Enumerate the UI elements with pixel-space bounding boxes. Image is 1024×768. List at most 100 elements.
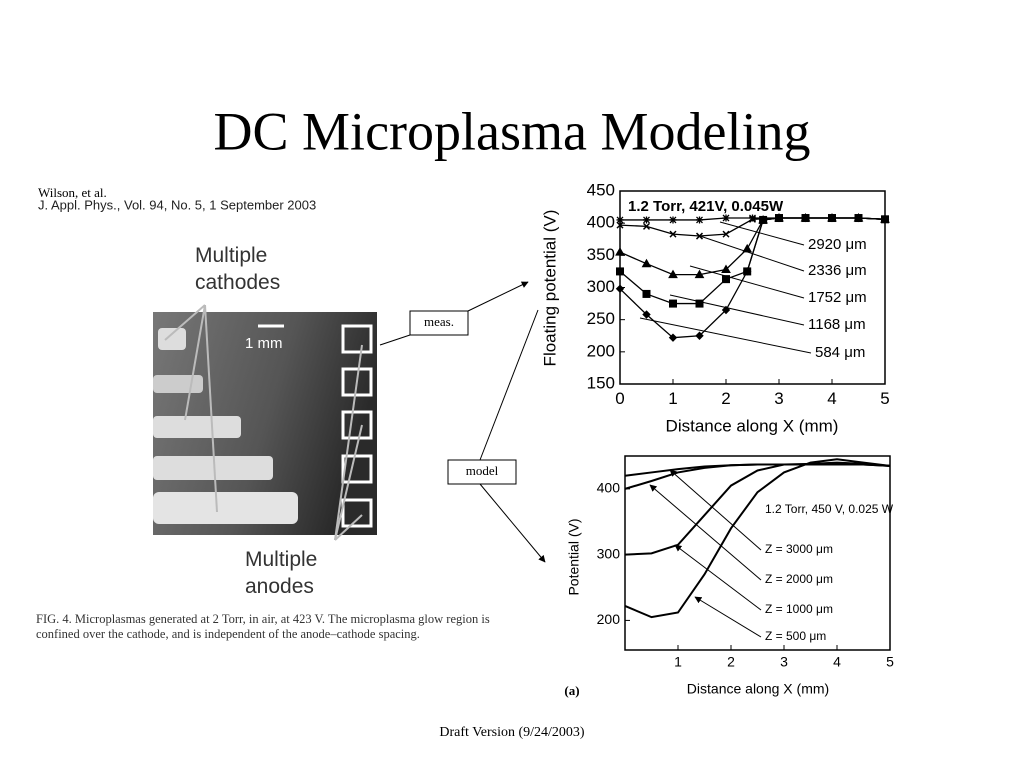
marker <box>722 214 730 222</box>
y-tick-label: 200 <box>587 341 615 360</box>
marker <box>721 264 731 273</box>
marker <box>880 215 890 224</box>
marker <box>696 216 703 224</box>
series-label: Z = 2000 μm <box>765 572 833 586</box>
y-tick-label: 200 <box>597 611 621 627</box>
meas-label: meas. <box>424 314 454 329</box>
cathodes-label: Multiple cathodes <box>195 244 280 294</box>
marker <box>615 284 625 293</box>
marker <box>642 289 651 298</box>
marker <box>748 215 757 223</box>
series-label: Z = 3000 μm <box>765 542 833 556</box>
plot-frame <box>624 455 891 651</box>
series-line <box>624 461 891 556</box>
marker <box>642 222 651 230</box>
x-tick-label: 3 <box>774 389 783 408</box>
y-tick-label: 250 <box>587 309 615 328</box>
marker <box>616 221 624 229</box>
series-label: 2336 μm <box>808 262 867 279</box>
marker <box>774 213 784 223</box>
label-arrow <box>694 596 762 638</box>
marker <box>615 247 625 256</box>
footer: Draft Version (9/24/2003) <box>439 725 584 740</box>
caption: FIG. 4. Microplasmas generated at 2 Torr… <box>36 612 490 641</box>
marker <box>641 258 652 268</box>
marker <box>669 216 677 224</box>
label-arrow <box>699 235 805 272</box>
marker <box>694 269 705 279</box>
x-tick-label: 1 <box>668 389 677 408</box>
journal: J. Appl. Phys., Vol. 94, No. 5, 1 Septem… <box>38 197 316 212</box>
series-label: 1168 μm <box>808 316 866 333</box>
callout-arrows <box>379 281 546 563</box>
x-axis-label: Distance along X (mm) <box>687 681 829 697</box>
marker <box>695 331 704 340</box>
marker <box>643 216 650 224</box>
marker <box>695 232 704 240</box>
x-axis-label: Distance along X (mm) <box>666 416 839 435</box>
y-axis-label: Floating potential (V) <box>540 210 559 367</box>
model-box <box>447 459 517 485</box>
micrograph <box>153 304 377 541</box>
marker <box>695 299 704 308</box>
y-tick-label: 300 <box>597 545 621 561</box>
series-label: 1752 μm <box>808 289 867 306</box>
label-arrow <box>719 221 805 246</box>
x-tick-label: 2 <box>727 653 735 669</box>
x-tick-label: 5 <box>886 653 894 669</box>
marker <box>669 299 677 308</box>
x-tick-label: 4 <box>827 389 836 408</box>
marker <box>616 267 624 276</box>
marker <box>801 213 810 223</box>
y-tick-label: 350 <box>587 245 615 264</box>
y-tick-label: 400 <box>597 480 621 496</box>
authors: Wilson, et al. <box>38 185 107 200</box>
y-tick-label: 450 <box>587 180 615 199</box>
marker <box>722 275 730 284</box>
y-tick-label: 150 <box>587 373 615 392</box>
marker <box>722 230 730 238</box>
marker <box>758 215 768 225</box>
marker <box>616 216 624 224</box>
series-label: 584 μm <box>815 344 865 361</box>
marker <box>642 310 651 319</box>
x-tick-label: 2 <box>721 389 730 408</box>
caption-box: FIG. 4. Microplasmas generated at 2 Torr… <box>36 612 490 641</box>
marker <box>721 305 731 315</box>
y-axis-label: Potential (V) <box>566 518 582 595</box>
marker <box>742 243 753 253</box>
x-tick-label: 3 <box>780 653 788 669</box>
slide-title: DC Microplasma Modeling <box>214 101 811 161</box>
x-tick-label: 4 <box>833 653 841 669</box>
model-label: model <box>466 463 499 478</box>
marker <box>668 269 678 279</box>
label-arrow <box>649 484 762 581</box>
label-arrow <box>674 544 762 611</box>
series-line <box>619 217 886 339</box>
anodes-label: Multiple anodes <box>245 548 317 598</box>
series-line <box>624 463 891 490</box>
label-arrow <box>689 265 805 299</box>
marker <box>668 333 678 342</box>
x-tick-label: 5 <box>880 389 889 408</box>
panel-label: (a) <box>564 683 579 698</box>
series-label: 2920 μm <box>808 236 867 253</box>
x-tick-label: 0 <box>615 389 624 408</box>
annotation: 1.2 Torr, 450 V, 0.025 W <box>765 502 894 516</box>
marker <box>749 214 756 222</box>
annotation: 1.2 Torr, 421V, 0.045W <box>628 198 784 215</box>
y-tick-label: 400 <box>587 213 615 232</box>
x-tick-label: 1 <box>674 653 682 669</box>
label-arrow <box>669 294 805 326</box>
y-tick-label: 300 <box>587 277 615 296</box>
scale-label: 1 mm <box>245 335 283 352</box>
series-label: Z = 500 μm <box>765 629 826 643</box>
marker <box>827 213 837 223</box>
marker <box>669 230 677 238</box>
label-arrow <box>669 469 762 551</box>
marker <box>854 213 863 223</box>
series-label: Z = 1000 μm <box>765 602 833 616</box>
meas-box <box>409 310 469 336</box>
label-arrow <box>639 317 812 354</box>
